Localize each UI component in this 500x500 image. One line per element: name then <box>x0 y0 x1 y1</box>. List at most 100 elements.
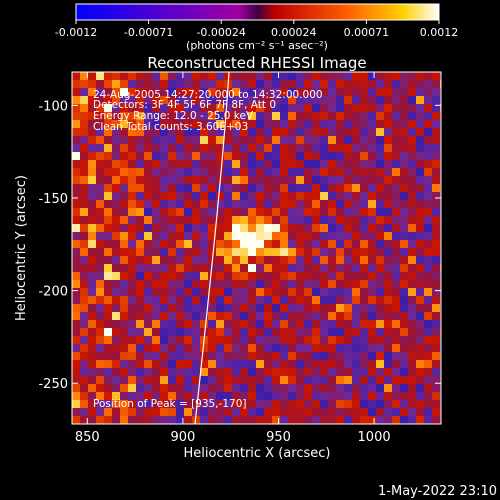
heatmap-cell <box>216 248 224 256</box>
heatmap-cell <box>288 312 296 320</box>
heatmap-cell <box>160 256 168 264</box>
heatmap-cell <box>400 104 408 112</box>
heatmap-cell <box>144 168 152 176</box>
heatmap-cell <box>344 392 352 400</box>
heatmap-cell <box>328 72 336 80</box>
heatmap-cell <box>416 224 424 232</box>
heatmap-cell <box>208 280 216 288</box>
heatmap-cell <box>392 80 400 88</box>
heatmap-cell <box>280 96 288 104</box>
heatmap-cell <box>432 200 440 208</box>
heatmap-cell <box>392 160 400 168</box>
heatmap-cell <box>248 272 256 280</box>
heatmap-cell <box>352 328 360 336</box>
heatmap-cell <box>80 152 88 160</box>
heatmap-cell <box>128 176 136 184</box>
heatmap-cell <box>344 296 352 304</box>
heatmap-cell <box>176 416 184 424</box>
heatmap-cell <box>240 384 248 392</box>
heatmap-cell <box>344 304 352 312</box>
heatmap-cell <box>144 416 152 424</box>
heatmap-cell <box>368 320 376 328</box>
heatmap-cell <box>272 128 280 136</box>
heatmap-cell <box>104 360 112 368</box>
heatmap-cell <box>392 376 400 384</box>
heatmap-cell <box>288 344 296 352</box>
heatmap-cell <box>104 272 112 280</box>
heatmap-cell <box>232 120 240 128</box>
heatmap-cell <box>200 168 208 176</box>
heatmap-cell <box>80 88 88 96</box>
heatmap-cell <box>320 408 328 416</box>
heatmap-cell <box>160 280 168 288</box>
heatmap-cell <box>232 336 240 344</box>
heatmap-cell <box>80 408 88 416</box>
heatmap-cell <box>248 312 256 320</box>
heatmap-cell <box>272 408 280 416</box>
heatmap-cell <box>176 400 184 408</box>
heatmap-cell <box>256 136 264 144</box>
heatmap-cell <box>368 312 376 320</box>
heatmap-cell <box>216 384 224 392</box>
heatmap-cell <box>224 248 232 256</box>
heatmap-cell <box>432 128 440 136</box>
heatmap-cell <box>184 184 192 192</box>
heatmap-cell <box>104 384 112 392</box>
heatmap-cell <box>400 144 408 152</box>
heatmap-cell <box>304 152 312 160</box>
heatmap-cell <box>360 160 368 168</box>
heatmap-cell <box>80 208 88 216</box>
heatmap-cell <box>192 296 200 304</box>
heatmap-cell <box>184 144 192 152</box>
heatmap-cell <box>400 192 408 200</box>
heatmap-cell <box>224 112 232 120</box>
heatmap-cell <box>400 360 408 368</box>
heatmap-cell <box>192 384 200 392</box>
heatmap-cell <box>328 416 336 424</box>
heatmap-cell <box>384 144 392 152</box>
heatmap-cell <box>168 264 176 272</box>
heatmap-cell <box>368 256 376 264</box>
heatmap-cell <box>288 136 296 144</box>
heatmap-cell <box>240 312 248 320</box>
heatmap-cell <box>312 248 320 256</box>
heatmap-cell <box>88 136 96 144</box>
heatmap-cell <box>176 128 184 136</box>
heatmap-cell <box>128 144 136 152</box>
heatmap-cell <box>160 144 168 152</box>
heatmap-cell <box>288 104 296 112</box>
heatmap-cell <box>248 112 256 120</box>
heatmap-cell <box>160 192 168 200</box>
colorbar-tick-label: 0.0012 <box>420 26 459 39</box>
heatmap-cell <box>112 320 120 328</box>
heatmap-cell <box>152 328 160 336</box>
heatmap-cell <box>72 168 80 176</box>
heatmap-cell <box>80 200 88 208</box>
heatmap-cell <box>264 224 272 232</box>
heatmap-cell <box>360 320 368 328</box>
heatmap-cell <box>192 256 200 264</box>
heatmap-cell <box>120 128 128 136</box>
heatmap-cell <box>336 144 344 152</box>
heatmap-cell <box>360 400 368 408</box>
heatmap-cell <box>96 256 104 264</box>
heatmap-cell <box>424 280 432 288</box>
heatmap-cell <box>184 384 192 392</box>
heatmap-cell <box>288 384 296 392</box>
heatmap-cell <box>112 288 120 296</box>
heatmap-cell <box>312 96 320 104</box>
heatmap-cell <box>272 312 280 320</box>
y-axis-label: Heliocentric Y (arcsec) <box>14 175 29 321</box>
heatmap-cell <box>88 288 96 296</box>
heatmap-cell <box>384 192 392 200</box>
heatmap-cell <box>96 352 104 360</box>
heatmap-cell <box>376 384 384 392</box>
heatmap-cell <box>184 208 192 216</box>
heatmap-cell <box>136 96 144 104</box>
heatmap-cell <box>392 304 400 312</box>
heatmap-cell <box>424 224 432 232</box>
heatmap-cell <box>72 80 80 88</box>
heatmap-cell <box>144 344 152 352</box>
heatmap-cell <box>200 296 208 304</box>
heatmap-cell <box>432 376 440 384</box>
